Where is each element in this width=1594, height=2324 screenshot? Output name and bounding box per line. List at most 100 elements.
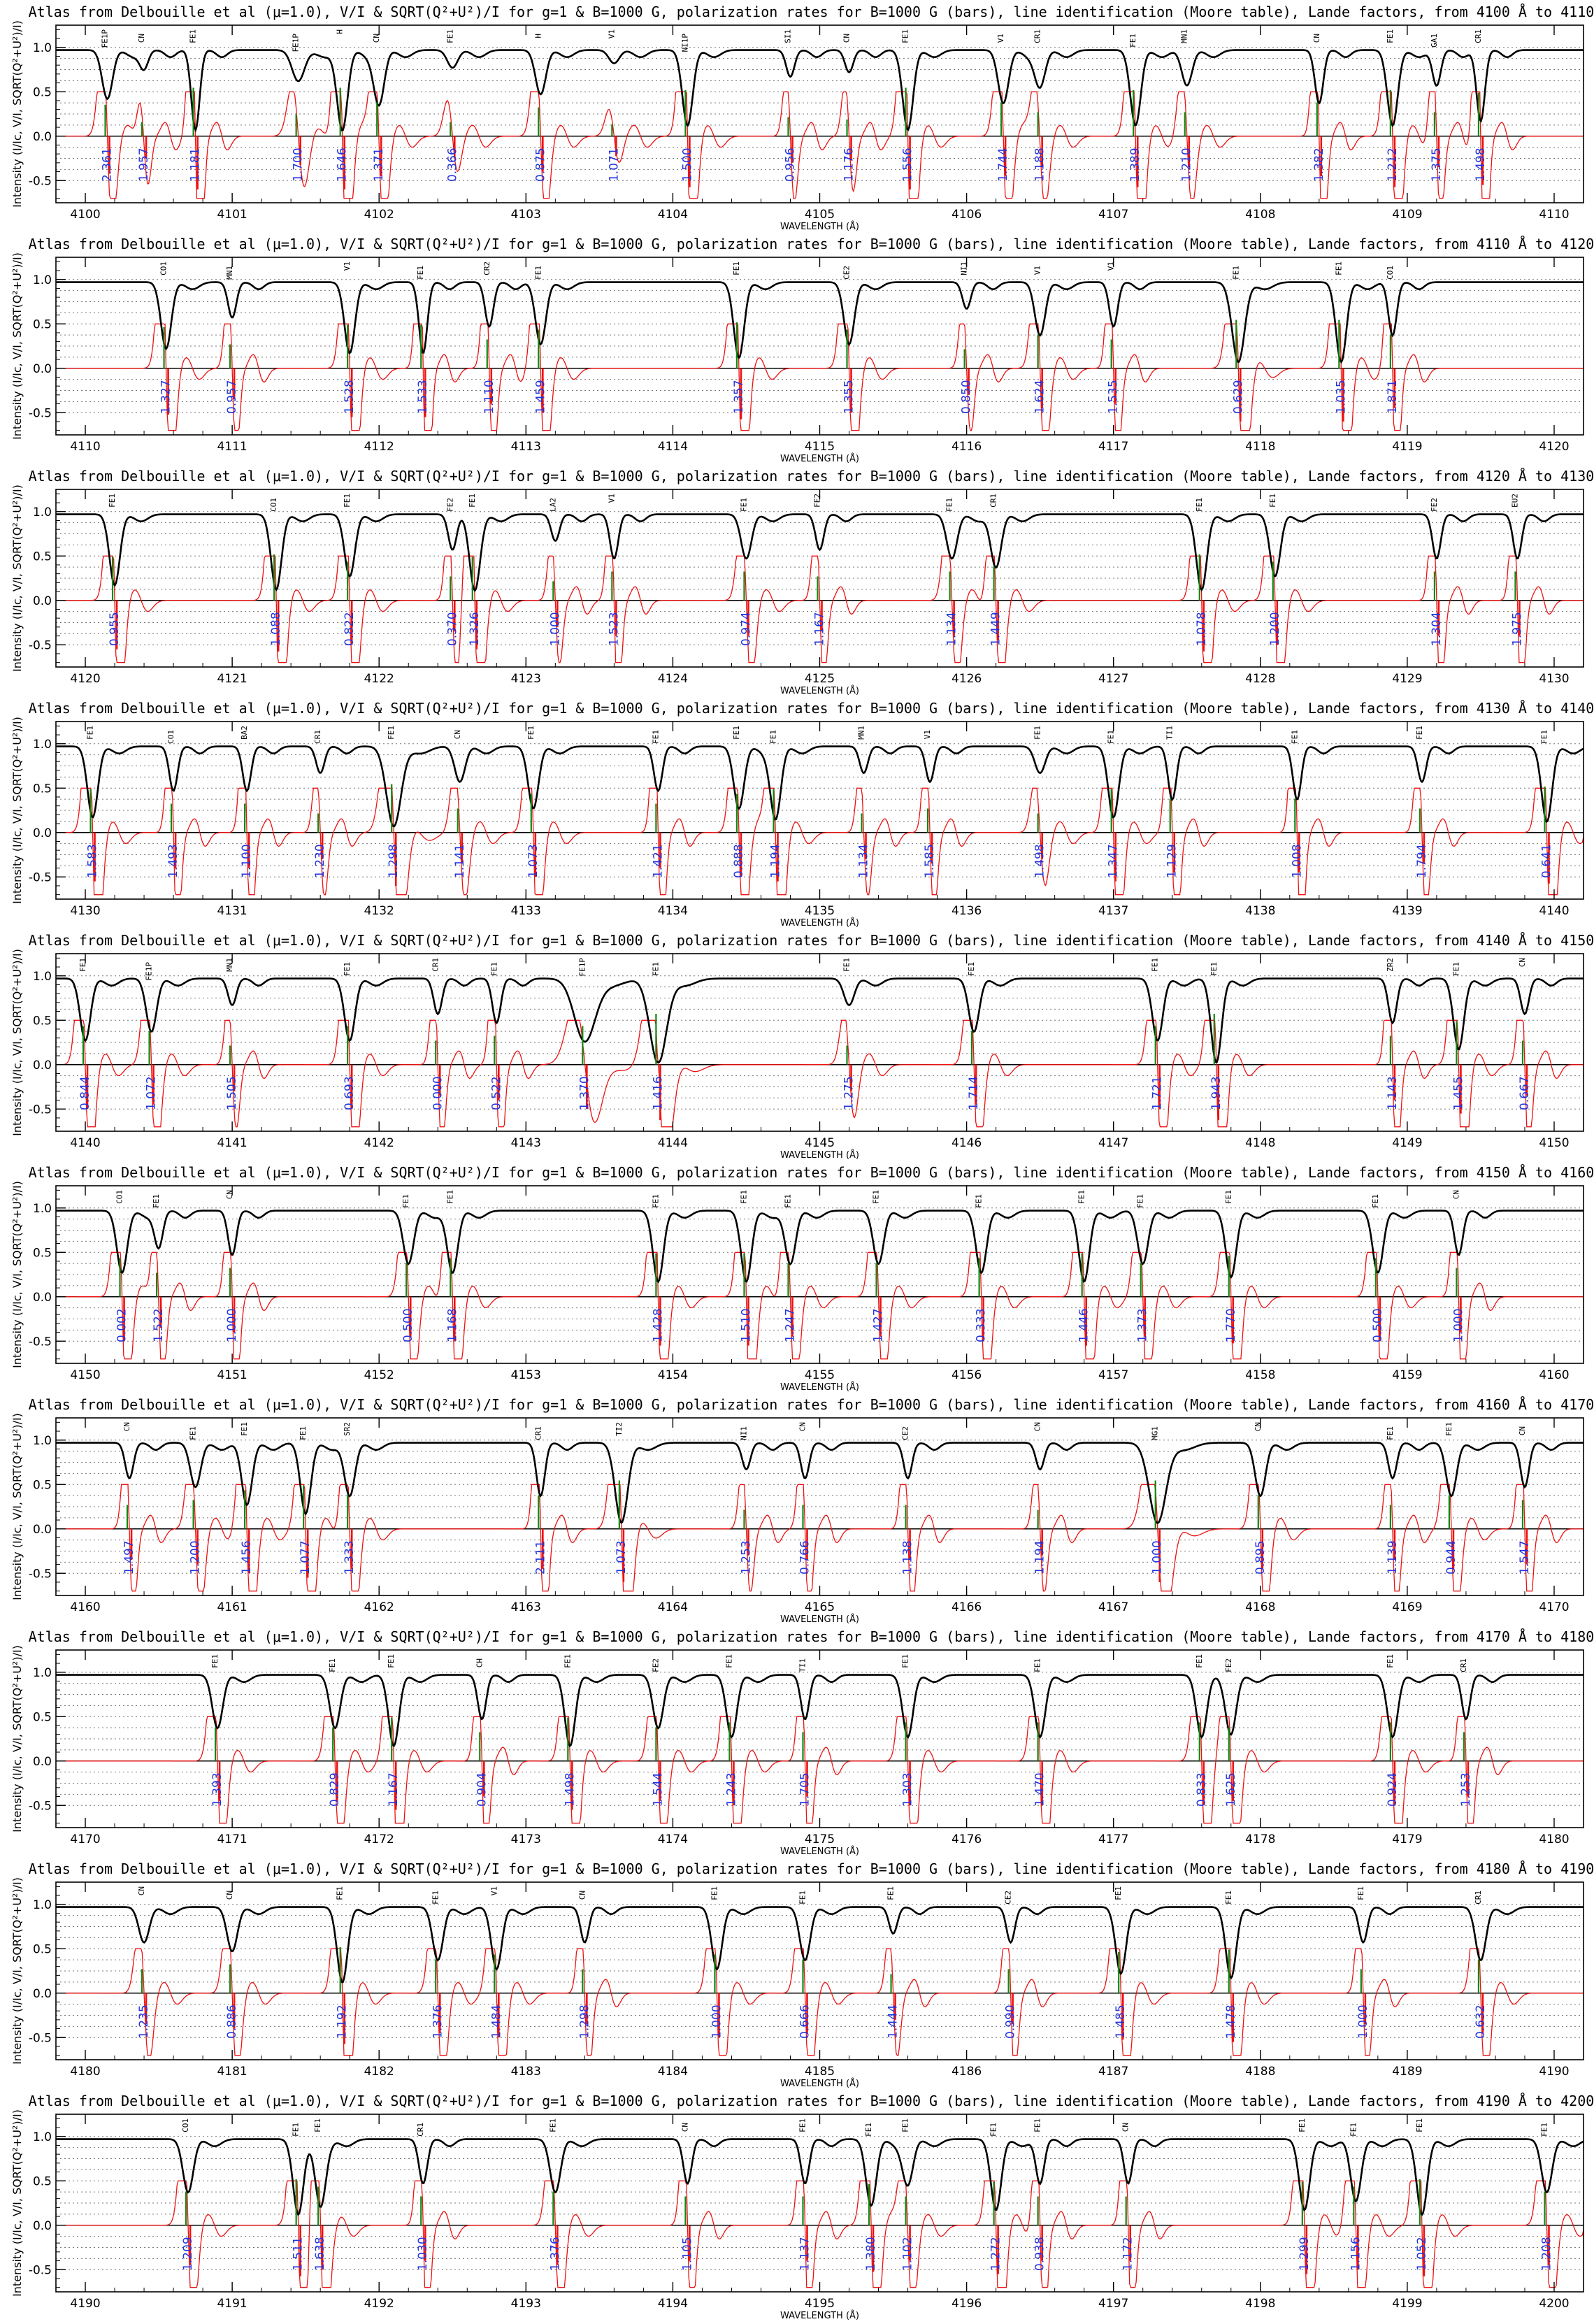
lande-factor: 1.376 <box>548 2237 562 2271</box>
x-tick-label: 4120 <box>70 672 100 686</box>
lande-factor: 1.230 <box>313 844 327 878</box>
lande-factor: 0.990 <box>1004 2004 1018 2039</box>
line-id-label: CN <box>798 1422 807 1431</box>
line-id-label: MG1 <box>1151 1426 1160 1440</box>
y-axis-label: Intensity (I/Ic, V/I, SQRT(Q²+U²)/I) <box>10 717 24 904</box>
x-tick-label: 4161 <box>217 1600 247 1614</box>
x-axis-label: WAVELENGTH (Å) <box>780 1382 859 1393</box>
lande-factor: 2.361 <box>101 148 115 182</box>
y-axis-label: Intensity (I/Ic, V/I, SQRT(Q²+U²)/I) <box>10 2109 24 2297</box>
lande-factor: 1.134 <box>857 844 871 878</box>
line-id-label: NI1 <box>739 1426 748 1440</box>
x-tick-label: 4175 <box>805 1832 835 1846</box>
lande-factor: 1.624 <box>1033 380 1047 414</box>
x-tick-label: 4111 <box>217 440 247 454</box>
x-tick-label: 4127 <box>1098 672 1128 686</box>
lande-factor: 1.304 <box>1430 612 1444 646</box>
line-id-label: H <box>336 29 345 34</box>
lande-factor: 1.544 <box>651 1772 665 1807</box>
lande-factor: 1.102 <box>901 2237 915 2271</box>
line-id-label: FE1 <box>710 1886 719 1900</box>
y-tick-label: 0.0 <box>33 1987 52 2001</box>
lande-factor: 1.497 <box>122 1540 136 1575</box>
x-tick-label: 4141 <box>217 1136 247 1150</box>
line-id-label: CN <box>372 34 381 43</box>
x-tick-label: 4106 <box>952 208 982 222</box>
line-id-label: CE2 <box>1004 1891 1013 1905</box>
line-id-label: FE1 <box>468 494 477 508</box>
line-id-label: FE1 <box>1386 29 1395 43</box>
x-axis-label: WAVELENGTH (Å) <box>780 917 859 928</box>
line-id-label: CO1 <box>181 2118 190 2132</box>
line-id-label: MN1 <box>1180 29 1189 43</box>
x-tick-label: 4143 <box>511 1136 541 1150</box>
line-id-label: CN <box>225 1891 234 1900</box>
line-id-label: CR1 <box>533 1426 543 1440</box>
intensity-curve <box>56 281 1584 364</box>
line-id-label: CR1 <box>1474 1891 1483 1905</box>
x-tick-label: 4148 <box>1245 1136 1275 1150</box>
line-id-label: FE1 <box>387 726 396 740</box>
lande-factor: 1.721 <box>1151 1076 1165 1110</box>
lande-factor: 0.629 <box>1231 380 1245 414</box>
lande-factor: 0.924 <box>1386 1772 1400 1807</box>
line-id-label: FE1 <box>445 29 454 43</box>
line-id-label: CN <box>1312 34 1321 43</box>
x-tick-label: 4116 <box>952 440 982 454</box>
line-id-label: FE1 <box>1356 1886 1365 1900</box>
x-tick-label: 4123 <box>511 672 541 686</box>
x-tick-label: 4145 <box>805 1136 835 1150</box>
lande-factor: 0.002 <box>115 1308 129 1342</box>
lande-factor: 1.547 <box>1518 1540 1532 1575</box>
line-id-label: FE1 <box>1231 266 1240 280</box>
line-id-label: FE1 <box>240 1422 249 1436</box>
y-tick-label: -0.5 <box>29 174 52 188</box>
x-tick-label: 4140 <box>1539 904 1569 918</box>
line-id-label: FE1 <box>1077 1190 1086 1204</box>
lande-factor: 0.886 <box>225 2004 239 2039</box>
line-id-label: CR1 <box>431 958 440 972</box>
y-tick-label: 0.5 <box>33 317 52 331</box>
line-id-label: FE1 <box>739 498 748 512</box>
line-id-label: FE1 <box>152 1194 161 1208</box>
line-id-label: V1 <box>489 1886 498 1895</box>
line-id-label: TI1 <box>798 1658 807 1672</box>
lande-factor: 1.485 <box>1114 2004 1128 2039</box>
line-id-label: FE1 <box>1224 1891 1233 1905</box>
line-id-label: FE1 <box>1107 730 1116 744</box>
line-id-label: FE1 <box>1268 494 1277 508</box>
line-id-label: CN <box>137 1886 146 1895</box>
x-tick-label: 4170 <box>70 1832 100 1846</box>
lande-factor: 1.943 <box>1209 1076 1223 1110</box>
x-tick-label: 4166 <box>952 1600 982 1614</box>
lande-factor: 1.000 <box>1356 2004 1370 2039</box>
lande-factor: 0.522 <box>489 1076 503 1110</box>
line-id-label: H <box>533 34 543 38</box>
lande-factor: 1.389 <box>1128 148 1142 182</box>
lande-factor: 0.766 <box>798 1540 812 1575</box>
x-tick-label: 4140 <box>70 1136 100 1150</box>
y-tick-label: 0.0 <box>33 1291 52 1305</box>
lande-factor: 1.373 <box>1136 1308 1150 1342</box>
lande-factor: 1.156 <box>1349 2237 1363 2271</box>
panel-title: Atlas from Delbouille et al (μ=1.0), V/I… <box>29 468 1594 485</box>
line-id-label: FE1 <box>975 1194 984 1208</box>
lande-factor: 1.957 <box>137 148 151 182</box>
line-id-label: FE1 <box>1371 1194 1380 1208</box>
line-id-label: CN <box>453 730 462 739</box>
line-id-label: FE1 <box>1224 1190 1233 1204</box>
lande-factor: 0.829 <box>328 1772 342 1807</box>
line-id-label: CO1 <box>269 498 278 512</box>
x-tick-label: 4180 <box>1539 1832 1569 1846</box>
line-id-label: V1 <box>607 29 616 38</box>
x-tick-label: 4115 <box>805 440 835 454</box>
line-id-label: FE1 <box>1386 1654 1395 1668</box>
x-tick-label: 4100 <box>70 208 100 222</box>
y-tick-label: 0.5 <box>33 1942 52 1956</box>
line-id-label: FE2 <box>1430 498 1439 512</box>
y-tick-label: -0.5 <box>29 406 52 420</box>
line-id-label: FE1 <box>732 261 741 275</box>
stokes-v-curve <box>56 1019 1584 1128</box>
x-tick-label: 4189 <box>1392 2065 1422 2079</box>
lande-factor: 1.478 <box>1224 2004 1238 2039</box>
